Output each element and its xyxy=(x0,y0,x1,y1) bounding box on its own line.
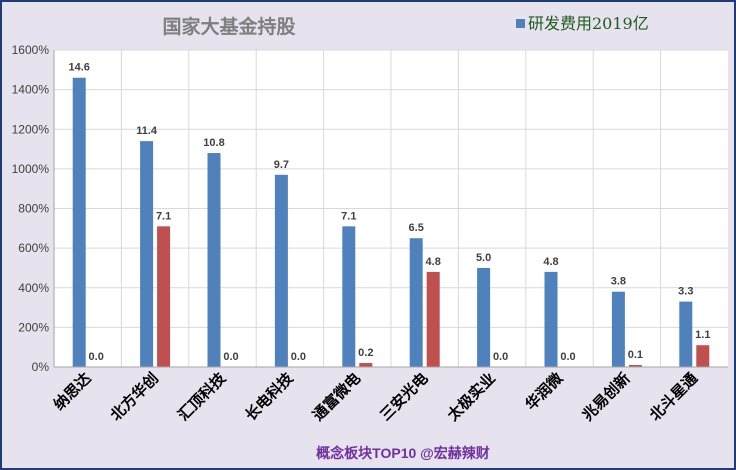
bar xyxy=(477,267,491,367)
y-tick-label: 1000% xyxy=(12,162,50,176)
chart-title: 国家大基金持股 xyxy=(162,15,295,38)
legend: 研发费用2019亿 xyxy=(516,14,649,33)
value-labels: 14.6 11.4 10.8 9.7 7.1 6.5 5.0 4.8 3.8 3.3 0.0 7.1 0… xyxy=(68,62,710,363)
bar xyxy=(72,77,86,368)
bar xyxy=(426,271,440,367)
data-label: 7.1 xyxy=(156,210,171,222)
x-tick-label: 兆易创新 xyxy=(579,369,634,424)
x-tick-label: 汇顶科技 xyxy=(174,368,230,424)
y-tick-label: 800% xyxy=(18,202,49,216)
bars xyxy=(72,77,710,368)
data-label: 0.0 xyxy=(493,351,508,363)
data-label: 11.4 xyxy=(136,125,158,137)
data-label: 0.1 xyxy=(628,349,643,361)
bar xyxy=(274,174,288,367)
legend-swatch xyxy=(516,19,525,28)
y-tick-label: 1400% xyxy=(12,83,50,97)
bar xyxy=(679,301,693,367)
data-label: 6.5 xyxy=(409,222,424,234)
data-label: 3.8 xyxy=(611,276,626,288)
x-tick-label: 长电科技 xyxy=(242,368,298,424)
data-label: 5.0 xyxy=(476,252,491,264)
data-label: 0.0 xyxy=(89,351,104,363)
data-label: 3.3 xyxy=(678,286,693,298)
bar xyxy=(544,271,558,367)
bar xyxy=(359,363,373,367)
y-axis: 0% 200% 400% 600% 800% 1000% 1200% 1400% 1600% xyxy=(12,43,55,374)
bar xyxy=(157,226,171,367)
data-label: 1.1 xyxy=(695,329,710,341)
footer-caption: 概念板块TOP10 @宏赫辣财 xyxy=(316,445,490,461)
y-tick-label: 200% xyxy=(18,320,49,334)
data-label: 0.0 xyxy=(291,351,306,363)
x-tick-label: 北斗星通 xyxy=(646,369,701,424)
x-axis: 纳思达 北方华创 汇顶科技 长电科技 通富微电 三安光电 太极实业 华润微 兆易创新 北斗星通 xyxy=(50,366,728,424)
legend-label: 研发费用2019亿 xyxy=(528,14,649,33)
y-tick-label: 1200% xyxy=(12,122,50,136)
bar xyxy=(696,345,710,367)
bar xyxy=(409,238,423,367)
y-tick-label: 1600% xyxy=(12,43,50,57)
data-label: 9.7 xyxy=(274,159,289,171)
x-tick-label: 通富微电 xyxy=(309,369,364,424)
bar-chart: 14.6 11.4 10.8 9.7 7.1 6.5 5.0 4.8 3.8 3.3 0.0 7.1 0… xyxy=(12,14,728,461)
x-tick-label: 三安光电 xyxy=(376,369,431,424)
data-label: 10.8 xyxy=(203,137,224,149)
data-label: 4.8 xyxy=(426,256,441,268)
data-label: 0.2 xyxy=(358,347,373,359)
x-tick-label: 华润微 xyxy=(522,368,567,413)
y-tick-label: 400% xyxy=(18,281,49,295)
data-label: 14.6 xyxy=(68,62,89,74)
bar xyxy=(342,226,356,367)
bar xyxy=(611,291,625,367)
bar xyxy=(628,365,642,367)
data-label: 7.1 xyxy=(341,210,356,222)
x-tick-label: 太极实业 xyxy=(444,369,499,424)
data-label: 0.0 xyxy=(223,351,238,363)
bar xyxy=(140,141,154,367)
x-tick-label: 北方华创 xyxy=(107,369,162,424)
bar xyxy=(207,153,221,367)
x-tick-label: 纳思达 xyxy=(50,369,95,414)
y-tick-label: 600% xyxy=(18,241,49,255)
y-tick-label: 0% xyxy=(32,360,50,374)
data-label: 0.0 xyxy=(560,351,575,363)
data-label: 4.8 xyxy=(543,256,558,268)
